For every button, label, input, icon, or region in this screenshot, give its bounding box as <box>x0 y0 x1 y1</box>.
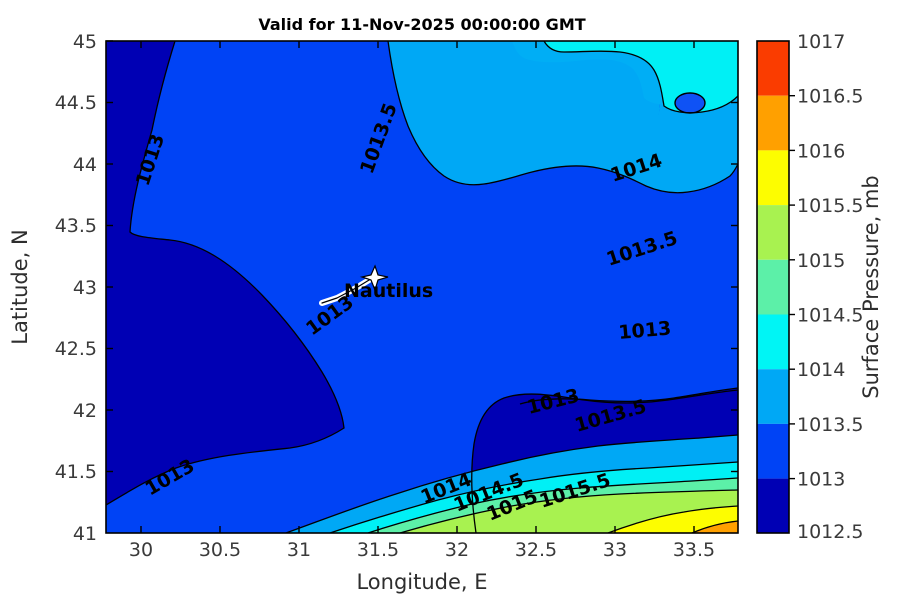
x-tick-label: 31.5 <box>357 539 399 561</box>
x-tick-label: 32.5 <box>515 539 557 561</box>
ship-position-star-icon <box>359 264 389 292</box>
colorbar-tick-label: 1015.5 <box>797 195 863 217</box>
colorbar-ticks <box>789 94 795 480</box>
colorbar-frame <box>756 40 790 534</box>
y-tick-label: 41.5 <box>55 461 97 483</box>
y-tick-label: 44 <box>73 154 97 176</box>
colorbar-band <box>757 150 789 206</box>
contour-band-1015.5-1016-southeast <box>608 506 738 533</box>
y-tick-label: 43 <box>73 277 97 299</box>
ship-track-nautilus[interactable] <box>319 264 389 306</box>
ship-track-label: Nautilus <box>344 280 433 302</box>
colorbar-band <box>757 369 789 424</box>
contour-lines <box>106 41 738 533</box>
x-tick-label: 30 <box>129 539 153 561</box>
contour-line-1013-west <box>106 41 345 506</box>
colorbar-band <box>757 205 789 260</box>
contour-line-1013-east <box>519 387 738 405</box>
y-axis-tick-labels: 41 41.5 42 42.5 43 43.5 44 44.5 45 <box>55 31 97 545</box>
contour-line-1015-southeast <box>399 489 738 533</box>
colorbar-band <box>757 259 789 315</box>
colorbar-band <box>757 95 789 151</box>
colorbar-tick-label: 1017 <box>797 31 845 53</box>
colorbar-tick-label: 1014 <box>797 359 845 381</box>
ship-track-line <box>321 276 375 304</box>
x-axis-tick-labels: 30 30.5 31 31.5 32 32.5 33 33.5 <box>129 539 715 561</box>
colorbar-tick-label: 1012.5 <box>797 521 863 543</box>
y-tick-label: 45 <box>73 31 97 53</box>
colorbar-tick-labels: 1017 1016.5 1016 1015.5 1015 1014.5 1014… <box>797 31 863 543</box>
contour-label: 1013 <box>618 317 673 344</box>
y-axis-label: Latitude, N <box>8 229 32 345</box>
page-title: Valid for 11-Nov-2025 00:00:00 GMT <box>258 15 585 34</box>
x-tick-label: 31 <box>287 539 311 561</box>
x-tick-label: 30.5 <box>199 539 241 561</box>
contour-band-1013.5-1014-northeast <box>388 41 668 186</box>
colorbar-band <box>757 41 789 96</box>
contour-line-1013.5-north <box>387 41 738 194</box>
x-axis-label: Longitude, E <box>356 570 487 594</box>
x-axis-ticks <box>140 41 695 533</box>
colorbar-tick-label: 1013.5 <box>797 414 863 436</box>
contour-plot-area: Nautilus 1013 1013.5 1014 1013.5 1013 10… <box>106 41 738 533</box>
contour-band-1012.5-1013-west <box>106 41 344 505</box>
colorbar-tick-label: 1014.5 <box>797 305 863 327</box>
colorbar-band <box>757 314 789 370</box>
x-tick-label: 32 <box>445 539 469 561</box>
y-tick-label: 44.5 <box>55 92 97 114</box>
colorbar: 1017 1016.5 1016 1015.5 1015 1014.5 1014… <box>756 31 883 543</box>
y-tick-label: 43.5 <box>55 215 97 237</box>
contour-line-1015.5-southeast <box>607 505 738 533</box>
contour-line-1014-northeast <box>543 41 738 114</box>
colorbar-tick-label: 1016 <box>797 140 845 162</box>
contour-line-1013-southeast <box>471 389 738 533</box>
colorbar-tick-label: 1016.5 <box>797 86 863 108</box>
contour-line-1014.5-southeast <box>367 477 738 533</box>
contour-island-1013.5-1014 <box>675 93 705 113</box>
colorbar-band <box>757 478 789 533</box>
colorbar-label: Surface Pressure, mb <box>859 175 883 398</box>
colorbar-band <box>757 423 789 479</box>
colorbar-tick-label: 1015 <box>797 250 845 272</box>
y-axis-ticks <box>106 40 738 473</box>
y-tick-label: 41 <box>73 523 97 545</box>
y-tick-label: 42 <box>73 400 97 422</box>
x-tick-label: 33.5 <box>673 539 715 561</box>
contour-band-1016-1016.5-southeast <box>692 521 738 533</box>
contour-line-1016-southeast <box>691 520 738 533</box>
contour-line-1014-southeast <box>329 461 738 533</box>
y-tick-label: 42.5 <box>55 338 97 360</box>
x-tick-label: 33 <box>603 539 627 561</box>
contour-line-1013.5-southeast <box>285 434 738 533</box>
colorbar-tick-label: 1013 <box>797 469 845 491</box>
